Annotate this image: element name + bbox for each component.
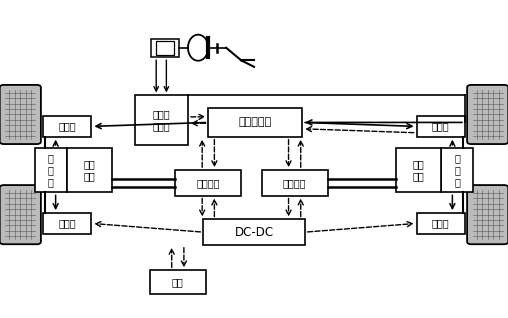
Text: 电池: 电池	[172, 277, 184, 287]
Bar	[35, 148, 67, 192]
Bar	[175, 170, 241, 196]
Bar	[43, 213, 91, 234]
Text: 前轴电机: 前轴电机	[197, 178, 220, 188]
Bar	[396, 148, 441, 192]
Text: 制动器: 制动器	[432, 121, 450, 131]
Text: 压力控
制单元: 压力控 制单元	[152, 109, 170, 131]
Text: 差
速
器: 差 速 器	[48, 153, 53, 188]
Text: 差
速
器: 差 速 器	[455, 153, 460, 188]
Bar	[67, 148, 112, 192]
Ellipse shape	[188, 35, 208, 61]
Text: DC-DC: DC-DC	[234, 226, 274, 238]
FancyBboxPatch shape	[467, 185, 508, 244]
FancyBboxPatch shape	[0, 85, 41, 144]
Bar	[151, 39, 179, 57]
Text: 制动器: 制动器	[432, 218, 450, 228]
Bar	[43, 116, 91, 137]
Text: 整车控制器: 整车控制器	[239, 117, 272, 128]
Text: 主减
速器: 主减 速器	[83, 159, 96, 181]
Bar	[156, 41, 174, 55]
Bar	[417, 213, 465, 234]
Text: 主减
速器: 主减 速器	[412, 159, 425, 181]
Bar	[150, 270, 206, 294]
FancyBboxPatch shape	[467, 85, 508, 144]
Bar	[262, 170, 328, 196]
Bar	[203, 219, 305, 245]
Bar	[208, 108, 302, 137]
Text: 制动器: 制动器	[58, 218, 76, 228]
Bar	[417, 116, 465, 137]
Text: 后轴电机: 后轴电机	[283, 178, 306, 188]
Bar	[441, 148, 473, 192]
Text: 制动器: 制动器	[58, 121, 76, 131]
FancyBboxPatch shape	[0, 185, 41, 244]
Bar	[135, 95, 188, 145]
